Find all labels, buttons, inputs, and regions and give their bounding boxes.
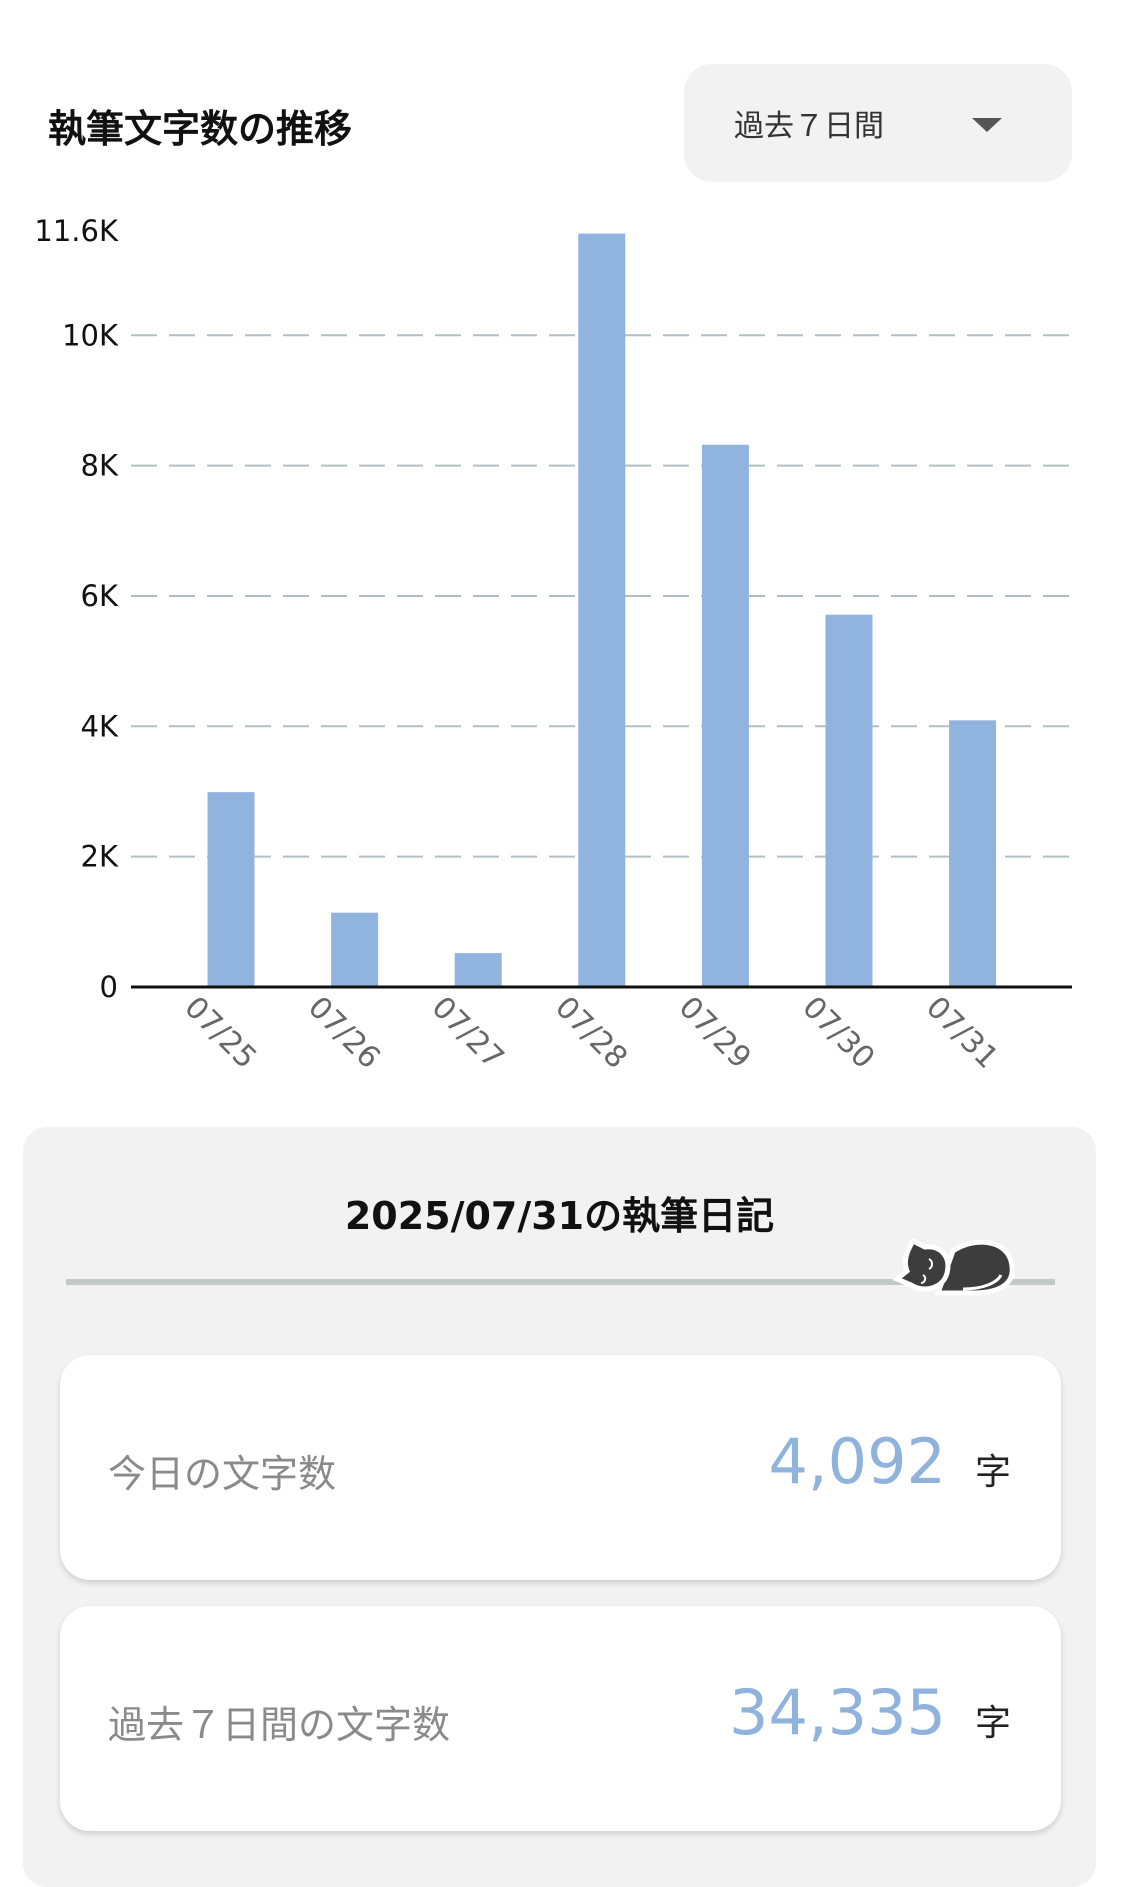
period-select-value: 過去７日間 — [734, 109, 884, 144]
y-tick-label: 0 — [100, 970, 118, 1004]
bar — [207, 792, 255, 987]
x-tick-label: 07/26 — [301, 990, 387, 1076]
stat-label: 過去７日間の文字数 — [108, 1703, 451, 1747]
bar-chart: 0 2K 4K 6K 8K 10K 11.6K 07/25 07/26 07/27 07/28 07/… — [34, 214, 1072, 1076]
x-tick-label: 07/28 — [548, 990, 634, 1076]
diary-title: 2025/07/31の執筆日記 — [344, 1194, 775, 1238]
diary-card: 2025/07/31の執筆日記 今日の文字数 4,092 字 過去７日間の文字数… — [23, 1127, 1096, 1887]
stat-unit: 字 — [974, 1703, 1011, 1744]
bar — [578, 233, 626, 987]
bar — [949, 720, 997, 987]
sleeping-cat-icon — [893, 1237, 1015, 1296]
stat-unit: 字 — [974, 1452, 1011, 1493]
y-tick-label: 6K — [81, 579, 119, 613]
x-tick-label: 07/30 — [795, 990, 881, 1076]
stat-value: 4,092 — [768, 1425, 947, 1498]
y-tick-label: 11.6K — [34, 214, 119, 248]
x-tick-label: 07/25 — [177, 990, 263, 1076]
bar — [454, 953, 502, 987]
y-tick-label: 10K — [62, 318, 119, 352]
stat-value: 34,335 — [729, 1676, 946, 1749]
stat-label: 今日の文字数 — [108, 1452, 337, 1496]
x-tick-label: 07/29 — [672, 990, 758, 1076]
y-tick-label: 2K — [81, 840, 119, 874]
x-tick-label: 07/31 — [919, 990, 1005, 1076]
bar — [701, 444, 749, 987]
caret-down-icon — [972, 118, 1002, 132]
bar — [331, 912, 379, 987]
stat-card-today: 今日の文字数 4,092 字 — [60, 1355, 1061, 1580]
divider — [66, 1279, 1055, 1285]
stat-card-week: 過去７日間の文字数 34,335 字 — [60, 1606, 1061, 1831]
x-tick-label: 07/27 — [425, 990, 511, 1076]
page-title: 執筆文字数の推移 — [48, 107, 353, 151]
period-select[interactable]: 過去７日間 — [684, 64, 1072, 182]
y-tick-label: 4K — [81, 709, 119, 743]
y-tick-label: 8K — [81, 449, 119, 483]
bar — [825, 614, 873, 987]
